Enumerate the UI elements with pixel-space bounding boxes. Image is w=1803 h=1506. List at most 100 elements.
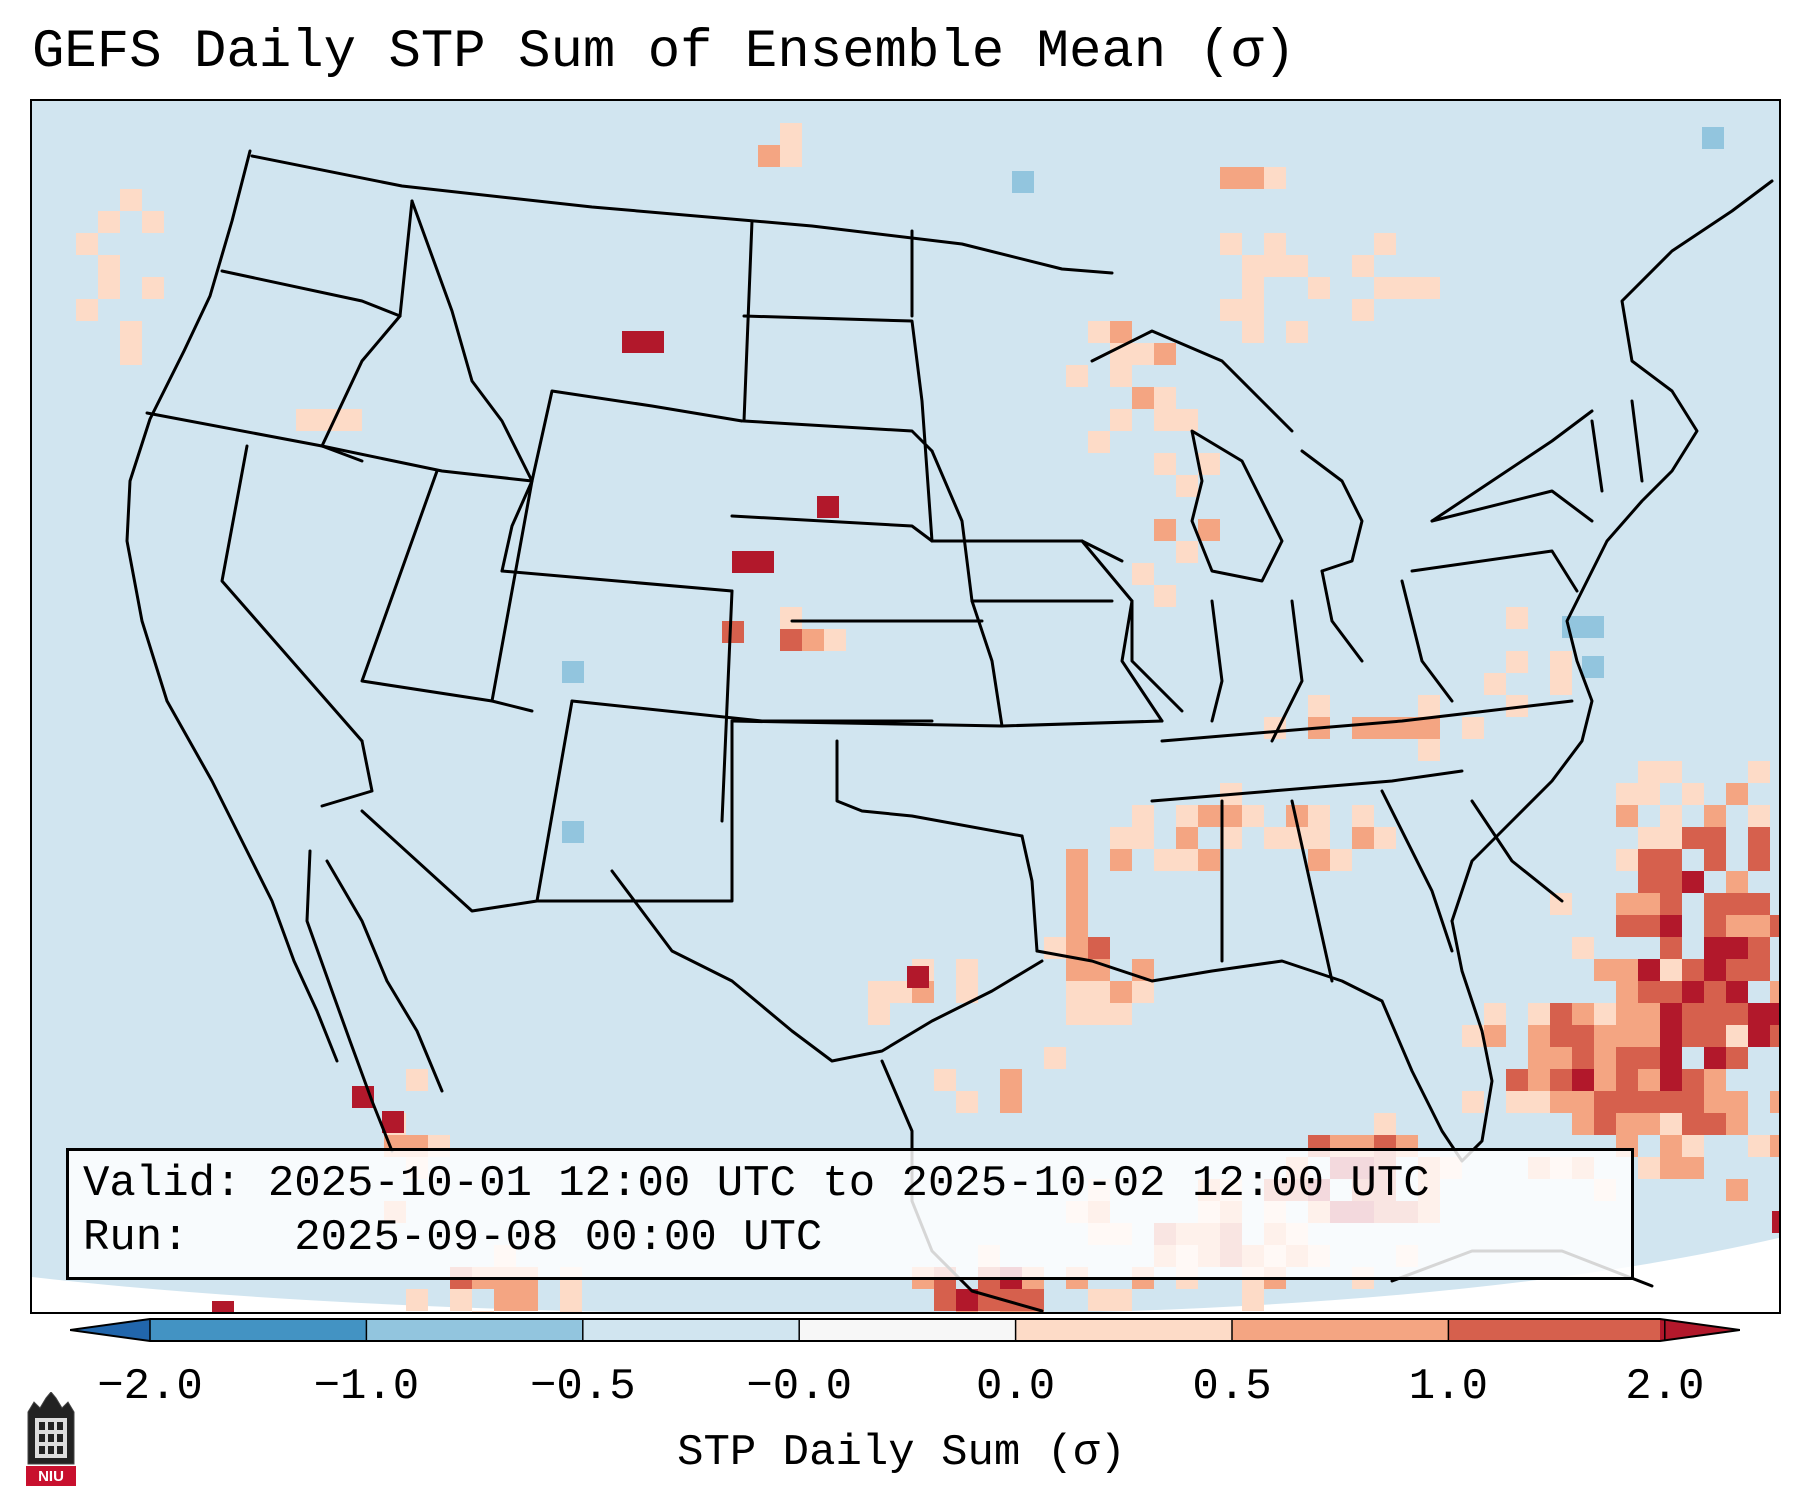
anomaly-cell bbox=[1528, 1047, 1550, 1069]
anomaly-cell bbox=[1088, 937, 1110, 959]
anomaly-cell bbox=[1012, 171, 1034, 193]
anomaly-cell bbox=[1682, 827, 1704, 849]
anomaly-cell bbox=[1616, 849, 1638, 871]
anomaly-cell bbox=[1066, 893, 1088, 915]
anomaly-cell bbox=[1660, 761, 1682, 783]
anomaly-cell bbox=[1264, 827, 1286, 849]
anomaly-cell bbox=[1726, 1179, 1748, 1201]
anomaly-cell bbox=[1660, 1157, 1682, 1179]
anomaly-cell bbox=[1418, 739, 1440, 761]
colorbar-tick-label: −1.0 bbox=[313, 1362, 420, 1412]
anomaly-cell bbox=[1770, 981, 1779, 1003]
anomaly-cell bbox=[1572, 1069, 1594, 1091]
anomaly-cell bbox=[1154, 343, 1176, 365]
colorbar-label: STP Daily Sum (σ) bbox=[677, 1428, 1126, 1478]
anomaly-cell bbox=[1638, 761, 1660, 783]
anomaly-cell bbox=[1704, 1003, 1726, 1025]
anomaly-cell bbox=[1582, 656, 1604, 678]
anomaly-cell bbox=[1682, 1025, 1704, 1047]
anomaly-cell bbox=[1772, 1211, 1779, 1233]
anomaly-cell bbox=[1528, 1003, 1550, 1025]
colorbar-under-extension bbox=[70, 1319, 150, 1341]
anomaly-cell bbox=[1110, 981, 1132, 1003]
anomaly-cell bbox=[1088, 1289, 1110, 1311]
anomaly-cell bbox=[780, 145, 802, 167]
anomaly-cell bbox=[1154, 585, 1176, 607]
anomaly-cell bbox=[1594, 1069, 1616, 1091]
anomaly-cell bbox=[1726, 937, 1748, 959]
anomaly-cell bbox=[1220, 299, 1242, 321]
anomaly-cell bbox=[802, 629, 824, 651]
anomaly-cell bbox=[1726, 1047, 1748, 1069]
anomaly-cell bbox=[1022, 1311, 1044, 1312]
anomaly-cell bbox=[1066, 959, 1088, 981]
anomaly-cell bbox=[1242, 321, 1264, 343]
anomaly-cell bbox=[1748, 1025, 1770, 1047]
anomaly-cell bbox=[1286, 255, 1308, 277]
anomaly-cell bbox=[1638, 871, 1660, 893]
anomaly-cell bbox=[1242, 277, 1264, 299]
anomaly-cell bbox=[1550, 1047, 1572, 1069]
anomaly-cell bbox=[1352, 827, 1374, 849]
anomaly-cell bbox=[1638, 1025, 1660, 1047]
anomaly-cell bbox=[1550, 1069, 1572, 1091]
colorbar-tick-label: 1.0 bbox=[1408, 1362, 1488, 1412]
anomaly-cell bbox=[296, 409, 318, 431]
anomaly-cell bbox=[1638, 1003, 1660, 1025]
anomaly-cell bbox=[1572, 1003, 1594, 1025]
run-label: Run: bbox=[83, 1213, 189, 1263]
anomaly-cell bbox=[1660, 1135, 1682, 1157]
anomaly-cell bbox=[1352, 299, 1374, 321]
anomaly-cell bbox=[1110, 1289, 1132, 1311]
anomaly-cell bbox=[120, 321, 142, 343]
anomaly-cell bbox=[1704, 981, 1726, 1003]
map-title: GEFS Daily STP Sum of Ensemble Mean (σ) bbox=[32, 22, 1296, 83]
anomaly-cell bbox=[1748, 827, 1770, 849]
anomaly-cell bbox=[1264, 255, 1286, 277]
anomaly-cell bbox=[1242, 299, 1264, 321]
anomaly-cell bbox=[1704, 1069, 1726, 1091]
colorbar-bin bbox=[1015, 1319, 1233, 1341]
anomaly-cell bbox=[1638, 1091, 1660, 1113]
anomaly-cell bbox=[868, 1003, 890, 1025]
anomaly-cell bbox=[1528, 1091, 1550, 1113]
anomaly-cell bbox=[1088, 321, 1110, 343]
anomaly-cell bbox=[1616, 1091, 1638, 1113]
anomaly-cell bbox=[1110, 409, 1132, 431]
anomaly-cell bbox=[1660, 937, 1682, 959]
anomaly-cell bbox=[1242, 255, 1264, 277]
anomaly-cell bbox=[907, 966, 929, 988]
anomaly-cell bbox=[1088, 431, 1110, 453]
anomaly-cell bbox=[1594, 959, 1616, 981]
anomaly-cell bbox=[978, 1311, 1000, 1312]
anomaly-cell bbox=[1660, 871, 1682, 893]
anomaly-cell bbox=[1682, 1003, 1704, 1025]
anomaly-cell bbox=[1660, 893, 1682, 915]
anomaly-cell bbox=[732, 551, 754, 573]
anomaly-cell bbox=[1748, 959, 1770, 981]
run-line: Run: 2025-09-08 00:00 UTC bbox=[83, 1211, 1631, 1265]
anomaly-cell bbox=[1176, 409, 1198, 431]
logo-text: NIU bbox=[38, 1468, 64, 1485]
anomaly-cell bbox=[1132, 387, 1154, 409]
anomaly-cell bbox=[1682, 981, 1704, 1003]
anomaly-cell bbox=[494, 1289, 516, 1311]
anomaly-cell bbox=[1638, 1047, 1660, 1069]
anomaly-cell bbox=[817, 496, 839, 518]
colorbar-tick-label: −0.0 bbox=[746, 1362, 852, 1412]
anomaly-cell bbox=[1748, 915, 1770, 937]
anomaly-cell bbox=[1308, 805, 1330, 827]
anomaly-cell bbox=[1704, 827, 1726, 849]
anomaly-cell bbox=[562, 821, 584, 843]
anomaly-cell bbox=[956, 1091, 978, 1113]
anomaly-cell bbox=[1198, 849, 1220, 871]
anomaly-cell bbox=[1484, 1003, 1506, 1025]
anomaly-cell bbox=[1330, 849, 1352, 871]
anomaly-cell bbox=[956, 1289, 978, 1311]
anomaly-cell bbox=[1770, 915, 1779, 937]
anomaly-cell bbox=[1132, 563, 1154, 585]
anomaly-cell bbox=[1242, 167, 1264, 189]
anomaly-cell bbox=[1660, 1113, 1682, 1135]
colorbar-bin bbox=[799, 1319, 1017, 1341]
anomaly-cell bbox=[1044, 1047, 1066, 1069]
